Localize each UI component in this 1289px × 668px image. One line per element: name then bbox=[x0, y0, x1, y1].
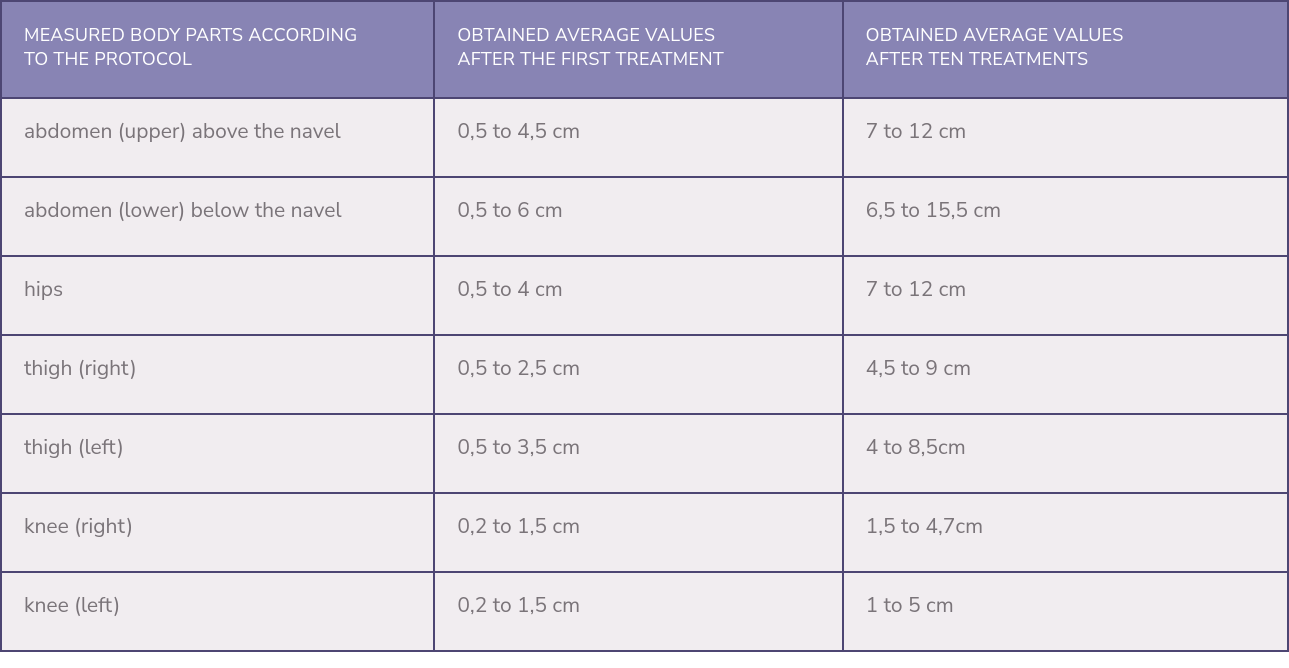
column-header-first-treatment: OBTAINED AVERAGE VALUES AFTER THE FIRST … bbox=[435, 2, 843, 97]
cell-first-treatment: 0,5 to 6 cm bbox=[435, 176, 843, 255]
column-header-ten-treatments: OBTAINED AVERAGE VALUES AFTER TEN TREATM… bbox=[844, 2, 1287, 97]
table-row: abdomen (upper) above the navel 0,5 to 4… bbox=[2, 97, 1287, 176]
column-header-label: MEASURED BODY PARTS ACCORDING bbox=[24, 24, 358, 48]
cell-ten-treatments: 1 to 5 cm bbox=[844, 571, 1287, 650]
table-row: thigh (right) 0,5 to 2,5 cm 4,5 to 9 cm bbox=[2, 334, 1287, 413]
cell-ten-treatments: 1,5 to 4,7cm bbox=[844, 492, 1287, 571]
column-header-label: AFTER THE FIRST TREATMENT bbox=[457, 48, 724, 72]
table-row: knee (left) 0,2 to 1,5 cm 1 to 5 cm bbox=[2, 571, 1287, 650]
measurements-table: MEASURED BODY PARTS ACCORDING TO THE PRO… bbox=[0, 0, 1289, 652]
cell-first-treatment: 0,5 to 4 cm bbox=[435, 255, 843, 334]
table-header-row: MEASURED BODY PARTS ACCORDING TO THE PRO… bbox=[2, 2, 1287, 97]
table-body: abdomen (upper) above the navel 0,5 to 4… bbox=[2, 97, 1287, 651]
cell-body-part: hips bbox=[2, 255, 435, 334]
cell-body-part: thigh (left) bbox=[2, 413, 435, 492]
table-row: knee (right) 0,2 to 1,5 cm 1,5 to 4,7cm bbox=[2, 492, 1287, 571]
table-row: hips 0,5 to 4 cm 7 to 12 cm bbox=[2, 255, 1287, 334]
cell-body-part: knee (left) bbox=[2, 571, 435, 650]
cell-ten-treatments: 7 to 12 cm bbox=[844, 97, 1287, 176]
column-header-label: OBTAINED AVERAGE VALUES bbox=[866, 24, 1124, 48]
cell-ten-treatments: 6,5 to 15,5 cm bbox=[844, 176, 1287, 255]
cell-ten-treatments: 4,5 to 9 cm bbox=[844, 334, 1287, 413]
column-header-label: AFTER TEN TREATMENTS bbox=[866, 48, 1089, 72]
column-header-label: TO THE PROTOCOL bbox=[24, 48, 192, 72]
cell-body-part: abdomen (lower) below the navel bbox=[2, 176, 435, 255]
cell-first-treatment: 0,2 to 1,5 cm bbox=[435, 492, 843, 571]
column-header-label: OBTAINED AVERAGE VALUES bbox=[457, 24, 715, 48]
cell-first-treatment: 0,5 to 4,5 cm bbox=[435, 97, 843, 176]
cell-first-treatment: 0,2 to 1,5 cm bbox=[435, 571, 843, 650]
cell-body-part: thigh (right) bbox=[2, 334, 435, 413]
table-row: abdomen (lower) below the navel 0,5 to 6… bbox=[2, 176, 1287, 255]
cell-body-part: abdomen (upper) above the navel bbox=[2, 97, 435, 176]
table-row: thigh (left) 0,5 to 3,5 cm 4 to 8,5cm bbox=[2, 413, 1287, 492]
column-header-body-parts: MEASURED BODY PARTS ACCORDING TO THE PRO… bbox=[2, 2, 435, 97]
cell-first-treatment: 0,5 to 2,5 cm bbox=[435, 334, 843, 413]
cell-ten-treatments: 7 to 12 cm bbox=[844, 255, 1287, 334]
cell-first-treatment: 0,5 to 3,5 cm bbox=[435, 413, 843, 492]
cell-body-part: knee (right) bbox=[2, 492, 435, 571]
cell-ten-treatments: 4 to 8,5cm bbox=[844, 413, 1287, 492]
